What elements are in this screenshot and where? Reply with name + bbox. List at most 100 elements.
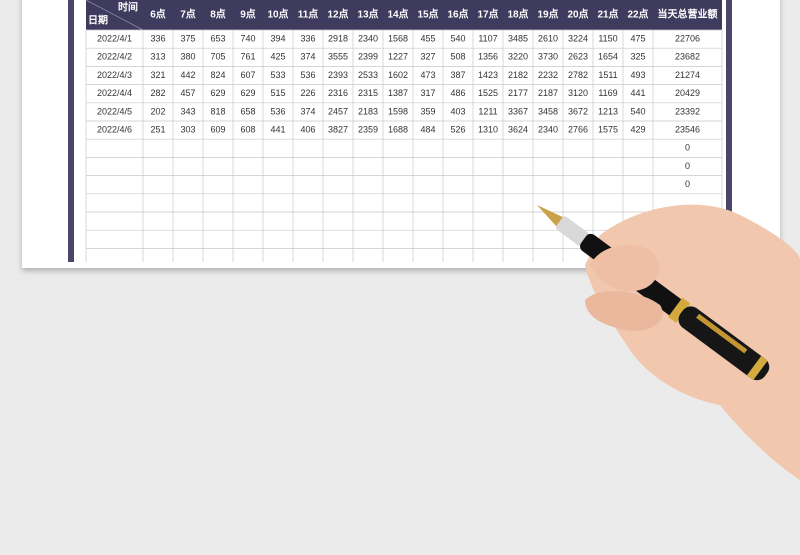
- column-header: 15点: [417, 8, 438, 21]
- value-cell: 536: [270, 106, 285, 116]
- value-cell: 2232: [538, 70, 558, 80]
- value-cell: 1227: [388, 52, 408, 62]
- value-cell: 1310: [478, 124, 498, 134]
- column-header: 16点: [447, 8, 468, 21]
- value-cell: 607: [240, 70, 255, 80]
- value-cell: 508: [450, 52, 465, 62]
- value-cell: 359: [420, 106, 435, 116]
- value-cell: 2623: [568, 52, 588, 62]
- value-cell: 486: [450, 88, 465, 98]
- value-cell: 705: [210, 52, 225, 62]
- value-cell: 2393: [328, 70, 348, 80]
- value-cell: 1356: [478, 52, 498, 62]
- value-cell: 475: [630, 33, 645, 43]
- value-cell: 441: [630, 88, 645, 98]
- finger: [585, 290, 663, 331]
- value-cell: 658: [240, 106, 255, 116]
- value-cell: 3220: [508, 52, 528, 62]
- date-cell: 2022/4/5: [97, 106, 132, 116]
- total-cell: 22706: [675, 33, 700, 43]
- paper-border: [68, 0, 74, 262]
- value-cell: 2340: [358, 33, 378, 43]
- column-header: 8点: [210, 8, 226, 21]
- column-header: 22点: [627, 8, 648, 21]
- value-cell: 1423: [478, 70, 498, 80]
- value-cell: 3555: [328, 52, 348, 62]
- value-cell: 1525: [478, 88, 498, 98]
- value-cell: 3624: [508, 124, 528, 134]
- value-cell: 3367: [508, 106, 528, 116]
- value-cell: 2316: [328, 88, 348, 98]
- value-cell: 2610: [538, 33, 558, 43]
- value-cell: 2533: [358, 70, 378, 80]
- total-cell: 0: [685, 143, 690, 153]
- corner-label: 时间: [118, 1, 138, 14]
- value-cell: 2359: [358, 124, 378, 134]
- value-cell: 2315: [358, 88, 378, 98]
- value-cell: 251: [150, 124, 165, 134]
- value-cell: 429: [630, 124, 645, 134]
- value-cell: 609: [210, 124, 225, 134]
- total-cell: 0: [685, 179, 690, 189]
- value-cell: 473: [420, 70, 435, 80]
- value-cell: 526: [450, 124, 465, 134]
- value-cell: 441: [270, 124, 285, 134]
- value-cell: 325: [630, 52, 645, 62]
- value-cell: 2182: [508, 70, 528, 80]
- value-cell: 226: [300, 88, 315, 98]
- value-cell: 1568: [388, 33, 408, 43]
- total-cell: 23682: [675, 52, 700, 62]
- value-cell: 2766: [568, 124, 588, 134]
- date-cell: 2022/4/6: [97, 124, 132, 134]
- header-row: [86, 0, 722, 30]
- value-cell: 1107: [478, 33, 497, 43]
- value-cell: 313: [150, 52, 165, 62]
- value-cell: 1169: [598, 88, 617, 98]
- value-cell: 406: [300, 124, 315, 134]
- value-cell: 2340: [538, 124, 558, 134]
- total-cell: 0: [685, 161, 690, 171]
- value-cell: 202: [150, 106, 165, 116]
- value-cell: 2918: [328, 33, 348, 43]
- value-cell: 375: [180, 33, 195, 43]
- hand-with-pen: [537, 204, 800, 480]
- value-cell: 2782: [568, 70, 588, 80]
- value-cell: 336: [300, 33, 315, 43]
- value-cell: 2177: [508, 88, 528, 98]
- value-cell: 321: [150, 70, 165, 80]
- value-cell: 629: [210, 88, 225, 98]
- date-cell: 2022/4/3: [97, 70, 132, 80]
- value-cell: 608: [240, 124, 255, 134]
- value-cell: 374: [300, 52, 315, 62]
- column-header: 9点: [240, 8, 256, 21]
- value-cell: 327: [420, 52, 435, 62]
- paper-border: [726, 0, 732, 262]
- value-cell: 629: [240, 88, 255, 98]
- value-cell: 457: [180, 88, 195, 98]
- column-header: 18点: [507, 8, 528, 21]
- value-cell: 387: [450, 70, 465, 80]
- finger: [590, 245, 659, 292]
- value-cell: 536: [300, 70, 315, 80]
- column-header: 19点: [537, 8, 558, 21]
- value-cell: 1654: [598, 52, 618, 62]
- column-header: 21点: [597, 8, 618, 21]
- date-cell: 2022/4/4: [97, 88, 132, 98]
- value-cell: 3730: [538, 52, 558, 62]
- column-header: 当天总营业额: [658, 8, 718, 21]
- total-cell: 20429: [675, 88, 700, 98]
- value-cell: 2399: [358, 52, 378, 62]
- value-cell: 1511: [598, 70, 617, 80]
- value-cell: 2187: [538, 88, 558, 98]
- column-header: 12点: [327, 8, 348, 21]
- value-cell: 1688: [388, 124, 408, 134]
- value-cell: 484: [420, 124, 435, 134]
- value-cell: 1150: [598, 33, 617, 43]
- total-cell: 23392: [675, 106, 700, 116]
- column-header: 7点: [180, 8, 196, 21]
- column-header: 13点: [357, 8, 378, 21]
- value-cell: 343: [180, 106, 195, 116]
- value-cell: 3827: [328, 124, 348, 134]
- corner-label: 日期: [88, 14, 108, 27]
